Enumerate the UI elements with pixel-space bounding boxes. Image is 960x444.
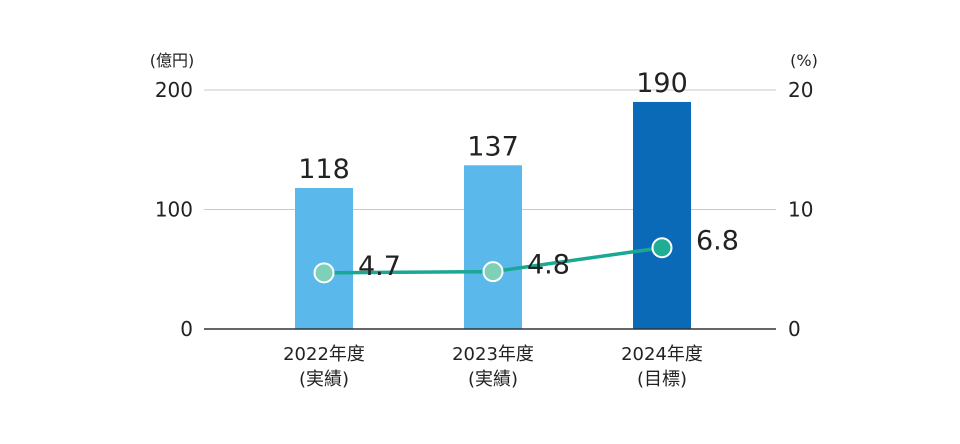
rate-value-label: 6.8 — [696, 226, 739, 257]
right-axis-unit: (%) — [790, 51, 818, 70]
labels: (億円) (%) 0 100 200 0 10 20 118 137 190 4.7 4.8 6.8 2… — [150, 51, 818, 390]
rate-value-label: 4.7 — [358, 251, 401, 282]
right-tick-label: 20 — [788, 78, 813, 102]
left-axis-unit: (億円) — [150, 51, 195, 70]
rate-point — [313, 262, 335, 284]
bar — [633, 101, 691, 329]
right-tick-label: 0 — [788, 317, 801, 341]
rate-value-label: 4.8 — [527, 250, 570, 281]
bar-value-label: 137 — [467, 131, 519, 162]
left-tick-label: 200 — [155, 78, 193, 102]
left-tick-label: 100 — [155, 198, 193, 222]
bars — [295, 101, 691, 329]
bar — [464, 165, 522, 329]
rate-point — [482, 261, 504, 283]
left-tick-label: 0 — [180, 317, 193, 341]
bar — [295, 187, 353, 329]
bar-value-label: 118 — [298, 154, 350, 185]
category-type-label: (実績) — [299, 369, 349, 390]
bar-value-label: 190 — [636, 68, 688, 99]
category-year-label: 2023年度 — [452, 344, 534, 365]
rate-point — [651, 237, 673, 259]
right-tick-label: 10 — [788, 198, 813, 222]
category-type-label: (実績) — [468, 369, 518, 390]
category-type-label: (目標) — [637, 369, 687, 390]
rate-line — [313, 237, 673, 284]
category-year-label: 2022年度 — [283, 344, 365, 365]
category-year-label: 2024年度 — [621, 344, 703, 365]
